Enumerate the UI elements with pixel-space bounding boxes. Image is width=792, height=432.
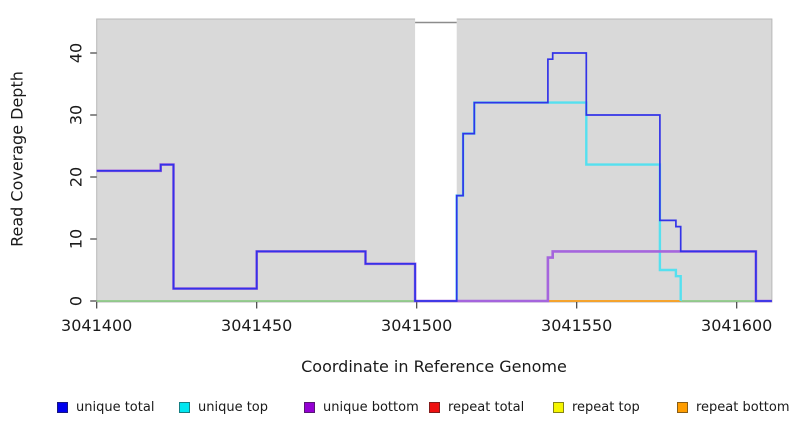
legend-item-repeat-bottom: repeat bottom — [677, 400, 790, 415]
legend-item-repeat-top: repeat top — [553, 400, 640, 415]
y-tick-label: 40 — [66, 42, 86, 64]
x-tick-label: 3041600 — [701, 316, 773, 335]
legend-swatch-icon — [553, 402, 564, 413]
legend-label: unique total — [76, 400, 155, 415]
x-tick-label: 3041400 — [61, 316, 133, 335]
legend-label: unique top — [198, 400, 269, 415]
series-unique-total — [96, 52, 772, 302]
x-tick-label: 3041450 — [221, 316, 293, 335]
x-tick-label: 3041550 — [541, 316, 613, 335]
legend-item-unique-bottom: unique bottom — [304, 400, 419, 415]
x-axis-title: Coordinate in Reference Genome — [301, 357, 567, 376]
legend-swatch-icon — [677, 402, 688, 413]
y-axis-title: Read Coverage Depth — [7, 71, 27, 247]
legend-swatch-icon — [304, 402, 315, 413]
legend-item-unique-top: unique top — [179, 400, 269, 415]
y-tick-label: 0 — [66, 295, 86, 307]
y-tick-label: 10 — [66, 228, 86, 250]
y-tick-label: 30 — [66, 104, 86, 126]
legend-swatch-icon — [429, 402, 440, 413]
y-tick-label: 20 — [66, 166, 86, 188]
legend-item-repeat-total: repeat total — [429, 400, 525, 415]
legend-swatch-icon — [179, 402, 190, 413]
legend-label: repeat bottom — [696, 400, 790, 415]
legend-label: repeat top — [572, 400, 640, 415]
x-tick-label: 3041500 — [381, 316, 453, 335]
legend-swatch-icon — [57, 402, 68, 413]
legend-label: repeat total — [448, 400, 525, 415]
gap-band — [415, 16, 457, 302]
legend-item-unique-total: unique total — [57, 400, 155, 415]
legend-label: unique bottom — [323, 400, 419, 415]
